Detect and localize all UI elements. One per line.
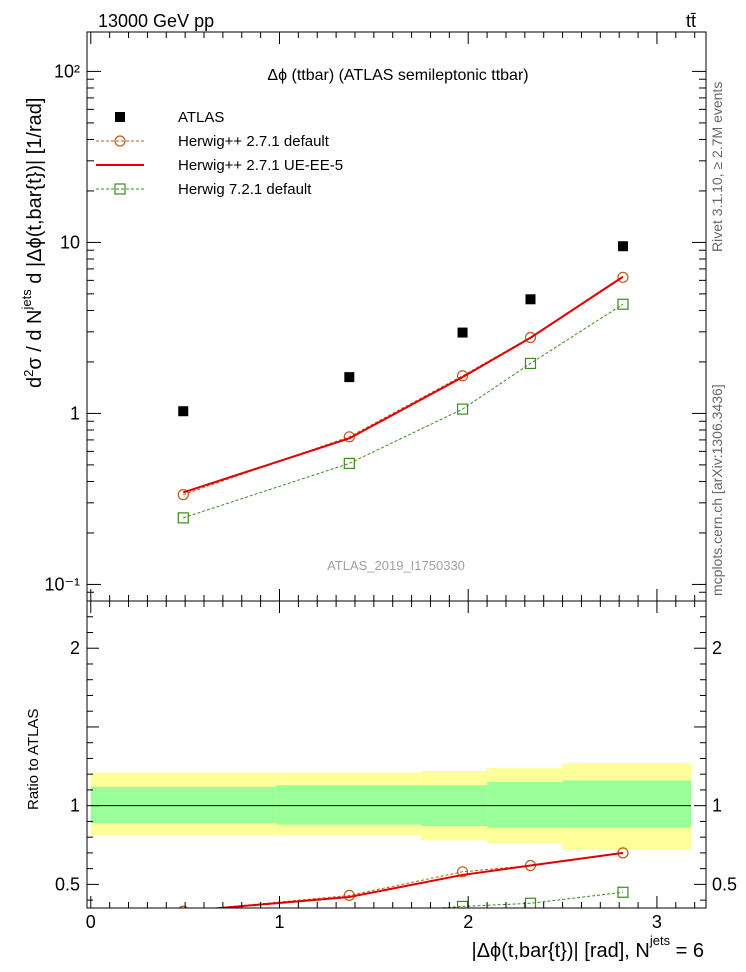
- series-herwig-7-2-1-default-point: [177, 512, 189, 524]
- legend-label: Herwig++ 2.7.1 UE-EE-5: [178, 157, 343, 174]
- header-process-label: tt̄: [686, 11, 696, 31]
- series-herwig-7-2-1-default-point: [343, 457, 355, 470]
- series-herwig-2-7-1-default-point: [456, 370, 469, 382]
- ratio-inner-band: [275, 785, 422, 825]
- ratio-herwig-2-7-1-ue-ee-5-line: [208, 851, 624, 908]
- mcplots-label: mcplots.cern.ch [arXiv:1306.3436]: [709, 384, 725, 596]
- ratio-herwig-7-2-1-default-point: [344, 909, 354, 919]
- x-tick-label: 0: [86, 912, 96, 932]
- legend-label: Herwig 7.2.1 default: [178, 181, 312, 198]
- series-herwig-2-7-1-default-point: [524, 331, 537, 344]
- axes: 0 1 2 3 10⁻¹ 1 10 10² 0.5 0.5 1 1 2 2: [44, 31, 737, 932]
- series-atlas-point: [525, 294, 536, 305]
- legend-marker: [115, 112, 125, 122]
- analysis-watermark: ATLAS_2019_I1750330: [327, 558, 465, 573]
- ratio-inner-band: [562, 780, 691, 828]
- series-herwig-2-7-1-default-point: [617, 271, 629, 283]
- y-tick-label: 1: [70, 403, 80, 423]
- y-tick-label: 10: [60, 232, 80, 252]
- series-herwig-7-2-1-default-point: [524, 357, 537, 370]
- series-atlas-point: [344, 372, 355, 383]
- ratio-herwig-2-7-1-default-point: [178, 905, 188, 908]
- series-atlas-point: [178, 406, 189, 417]
- ratio-herwig-2-7-1-default-point: [456, 866, 469, 878]
- x-tick-label: 2: [463, 912, 473, 932]
- x-axis-label: |Δϕ(t,bar{t})| [rad], Njets = 6: [472, 933, 705, 962]
- ratio-y-tick-label: 0.5: [55, 874, 80, 894]
- series-herwig-2-7-1-default-line: [183, 276, 624, 496]
- series-herwig-7-2-1-default-line: [183, 303, 624, 519]
- ratio-frame: [86, 600, 707, 909]
- ratio-herwig-7-2-1-default-point: [178, 920, 188, 930]
- series-atlas-point: [617, 241, 628, 252]
- x-tick-label: 3: [652, 912, 662, 932]
- ratio-y-tick-label-right: 0.5: [712, 874, 737, 894]
- ratio-herwig-7-2-1-default-point: [524, 897, 537, 908]
- ratio-y-tick-label: 2: [70, 638, 80, 658]
- x-tick-label: 1: [274, 912, 284, 932]
- ratio-herwig-7-2-1-default-point: [617, 886, 629, 898]
- series-herwig-7-2-1-default-point: [617, 298, 629, 310]
- series-herwig-2-7-1-ue-ee-5-line: [182, 275, 624, 494]
- ratio-y-tick-label-right: 1: [712, 796, 722, 816]
- y-tick-label: 10²: [54, 61, 80, 81]
- ratio-herwig-7-2-1-default-point: [456, 900, 469, 908]
- legend-label: Herwig++ 2.7.1 default: [178, 133, 330, 150]
- rivet-version-label: Rivet 3.1.10, ≥ 2.7M events: [709, 82, 725, 252]
- chart-title: Δϕ (ttbar) (ATLAS semileptonic ttbar): [267, 67, 528, 84]
- series-herwig-2-7-1-default-point: [177, 489, 189, 501]
- ratio-y-axis-label: Ratio to ATLAS: [25, 709, 42, 810]
- legend-marker: [114, 183, 126, 195]
- legend: ATLAS Herwig++ 2.7.1 default Herwig++ 2.7.…: [96, 109, 343, 198]
- header-energy-label: 13000 GeV pp: [98, 11, 214, 31]
- ratio-inner-band: [487, 782, 563, 828]
- ratio-y-tick-label: 1: [70, 796, 80, 816]
- y-axis-label: d2σ / d Njets d |Δϕ(t,bar{t})| [1/rad]: [19, 98, 46, 388]
- main-plot-area: [177, 241, 629, 524]
- series-herwig-2-7-1-default-point: [343, 431, 355, 443]
- series-atlas-point: [457, 327, 468, 338]
- legend-marker: [114, 135, 126, 147]
- ratio-plot-area: [178, 847, 629, 930]
- series-herwig-7-2-1-default-point: [456, 403, 469, 415]
- legend-label: ATLAS: [178, 109, 224, 126]
- ratio-uncertainty-bands: [90, 763, 691, 850]
- ratio-herwig-7-2-1-default-line: [432, 891, 624, 908]
- y-tick-label: 10⁻¹: [44, 574, 80, 594]
- ratio-inner-band: [90, 786, 276, 823]
- ratio-y-tick-label-right: 2: [712, 638, 722, 658]
